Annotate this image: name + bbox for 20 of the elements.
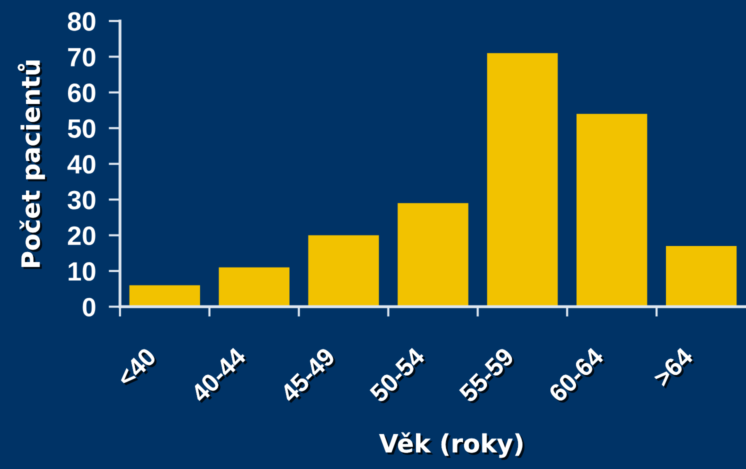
y-tick-label: 40	[67, 154, 96, 174]
bar	[218, 267, 290, 307]
x-tick-label: >64	[652, 346, 694, 389]
y-tick-label: 80	[68, 12, 96, 31]
bar	[487, 53, 558, 307]
y-tick-label: 10	[68, 262, 96, 281]
bar	[576, 114, 648, 307]
x-axis-title: Věk (roky)	[379, 432, 524, 460]
y-tick-label: 20	[68, 226, 96, 246]
x-tick-label: <40	[116, 346, 157, 388]
y-tick-label: 50	[68, 119, 96, 138]
bar	[129, 285, 200, 307]
bar	[666, 246, 737, 307]
y-tick-label: 60	[68, 84, 96, 102]
bar	[398, 203, 468, 307]
y-tick-label: 30	[68, 190, 96, 210]
bar	[308, 235, 379, 307]
y-tick-label: 0	[82, 298, 96, 317]
y-axis-title: Počet pacientů	[18, 60, 47, 269]
y-tick-label: 70	[68, 48, 96, 67]
